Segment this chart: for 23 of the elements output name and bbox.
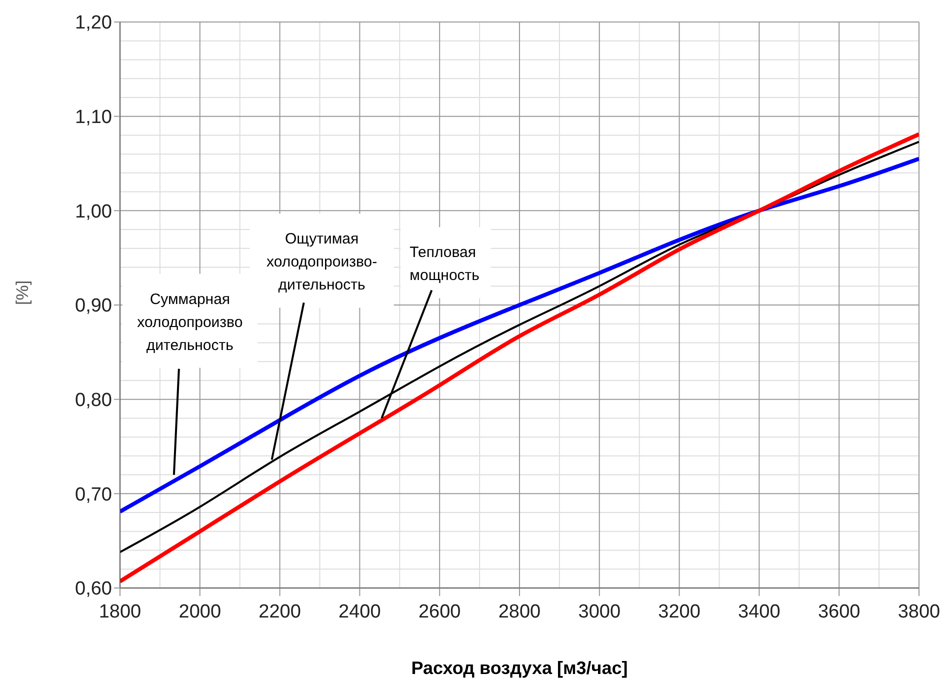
y-tick-label: 0,90 <box>75 296 112 317</box>
x-tick-label: 3600 <box>818 601 860 622</box>
y-tick-label: 0,60 <box>75 578 112 600</box>
y-tick-label: 0,70 <box>75 484 112 506</box>
y-tick-label: 0,80 <box>75 390 112 412</box>
x-tick-label: 2000 <box>178 601 222 622</box>
x-tick-label: 2800 <box>498 601 541 622</box>
x-tick-label: 3200 <box>658 601 700 622</box>
x-tick-label: 3000 <box>578 601 621 622</box>
x-tick-label: 1800 <box>98 601 142 622</box>
y-axis-title: [%] <box>13 280 32 305</box>
annotation: Тепловая мощность <box>410 244 480 284</box>
annotation: Суммарная холодопроизво дительность <box>137 290 243 354</box>
annotation: Ощутимая холодопроизво- дительность <box>266 230 378 294</box>
x-tick-label: 2400 <box>338 601 381 622</box>
y-tick-label: 1,00 <box>75 201 112 222</box>
x-tick-label: 2200 <box>258 601 301 622</box>
y-tick-label: 1,20 <box>75 12 112 34</box>
x-tick-label: 3800 <box>898 601 940 622</box>
x-tick-label: 2600 <box>418 601 461 622</box>
x-axis-title: Расход воздуха [м3/час] <box>411 658 628 678</box>
y-tick-label: 1,10 <box>75 107 112 128</box>
x-tick-label: 3400 <box>738 601 780 622</box>
